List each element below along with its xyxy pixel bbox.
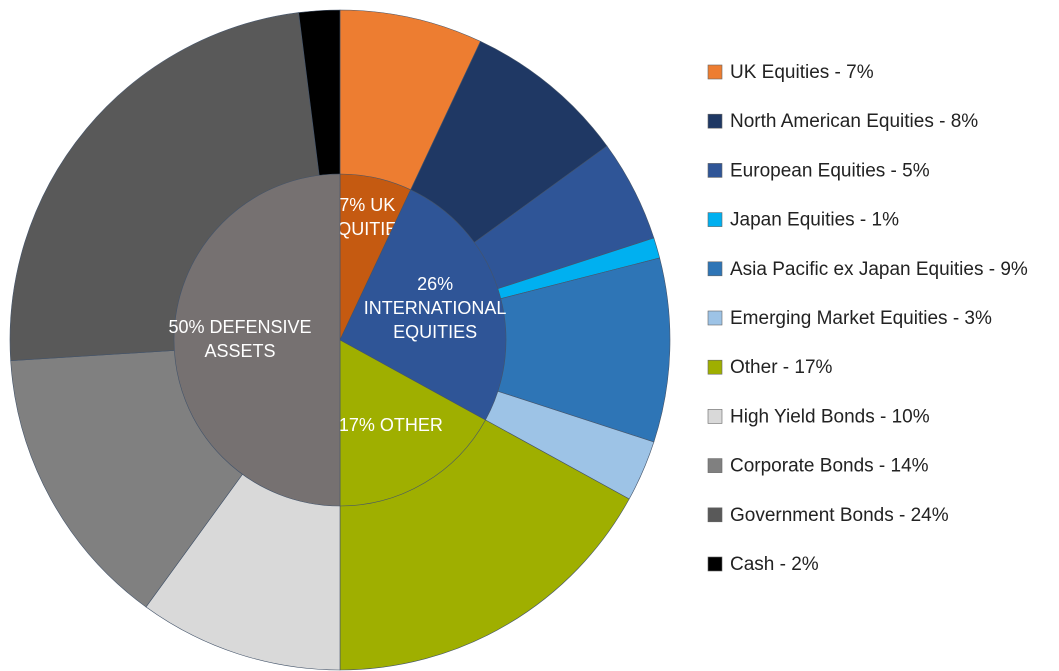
- legend-swatch: [707, 556, 723, 572]
- inner-label: 7% UK: [339, 195, 395, 215]
- inner-label: EQUITIES: [325, 219, 409, 239]
- legend-label: European Equities - 5%: [730, 160, 930, 181]
- inner-label: EQUITIES: [393, 322, 477, 342]
- legend-swatch: [707, 409, 723, 424]
- inner-slice: [339, 189, 507, 421]
- legend-label: Other - 17%: [730, 357, 833, 378]
- inner-label: INTERNATIONAL: [364, 298, 507, 318]
- legend-label: Cash - 2%: [730, 554, 819, 575]
- legend-swatch: [707, 359, 723, 375]
- legend-label: UK Equities - 7%: [730, 62, 874, 83]
- inner-slice: [173, 173, 341, 507]
- inner-label: ASSETS: [204, 341, 275, 361]
- legend-swatch: [707, 163, 723, 178]
- inner-label: 26%: [417, 274, 453, 294]
- legend-swatch: [707, 310, 723, 326]
- legend-swatch: [707, 64, 723, 80]
- legend-swatch: [707, 458, 723, 473]
- legend-swatch: [707, 212, 723, 227]
- inner-label: 50% DEFENSIVE: [168, 317, 311, 337]
- legend-swatch: [707, 261, 723, 277]
- legend-label: Asia Pacific ex Japan Equities - 9%: [730, 259, 1028, 280]
- legend-label: Government Bonds - 24%: [730, 505, 949, 526]
- legend-label: Corporate Bonds - 14%: [730, 456, 929, 477]
- inner-slice: [339, 339, 486, 507]
- legend-label: Emerging Market Equities - 3%: [730, 308, 992, 329]
- legend-label: High Yield Bonds - 10%: [730, 406, 930, 427]
- inner-label: 17% OTHER: [339, 415, 443, 435]
- legend-label: Japan Equities - 1%: [730, 210, 899, 231]
- legend-label: North American Equities - 8%: [730, 111, 978, 132]
- legend-swatch: [707, 507, 723, 523]
- legend-swatch: [707, 113, 723, 129]
